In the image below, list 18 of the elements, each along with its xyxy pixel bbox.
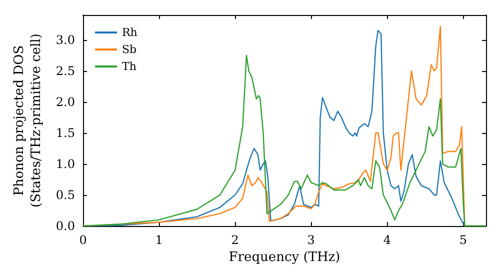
- x-axis-title: Frequency (THz): [228, 250, 340, 265]
- y-tick-label: 3.0: [56, 32, 75, 47]
- y-tick-label: 2.0: [56, 94, 75, 109]
- legend-label: Th: [122, 60, 136, 73]
- x-tick-label: 5: [459, 233, 468, 247]
- y-axis-title: Phonon projected DOS (States/THz·primitive cell): [12, 33, 44, 208]
- legend-label: Sb: [122, 43, 137, 56]
- x-tick-label: 2: [231, 233, 239, 247]
- y-tick-label: 2.5: [56, 64, 75, 78]
- y-tick-label: 1.5: [56, 126, 75, 140]
- legend-label: Rh: [122, 26, 138, 39]
- y-tick-label: 1.0: [56, 156, 75, 171]
- y-tick-label: 0.0: [56, 219, 75, 233]
- x-tick-label: 3: [307, 233, 315, 247]
- x-tick-label: 0: [79, 233, 87, 247]
- x-tick-label: 4: [383, 233, 392, 247]
- y-tick-label: 0.5: [56, 188, 75, 202]
- x-tick-label: 1: [155, 233, 163, 247]
